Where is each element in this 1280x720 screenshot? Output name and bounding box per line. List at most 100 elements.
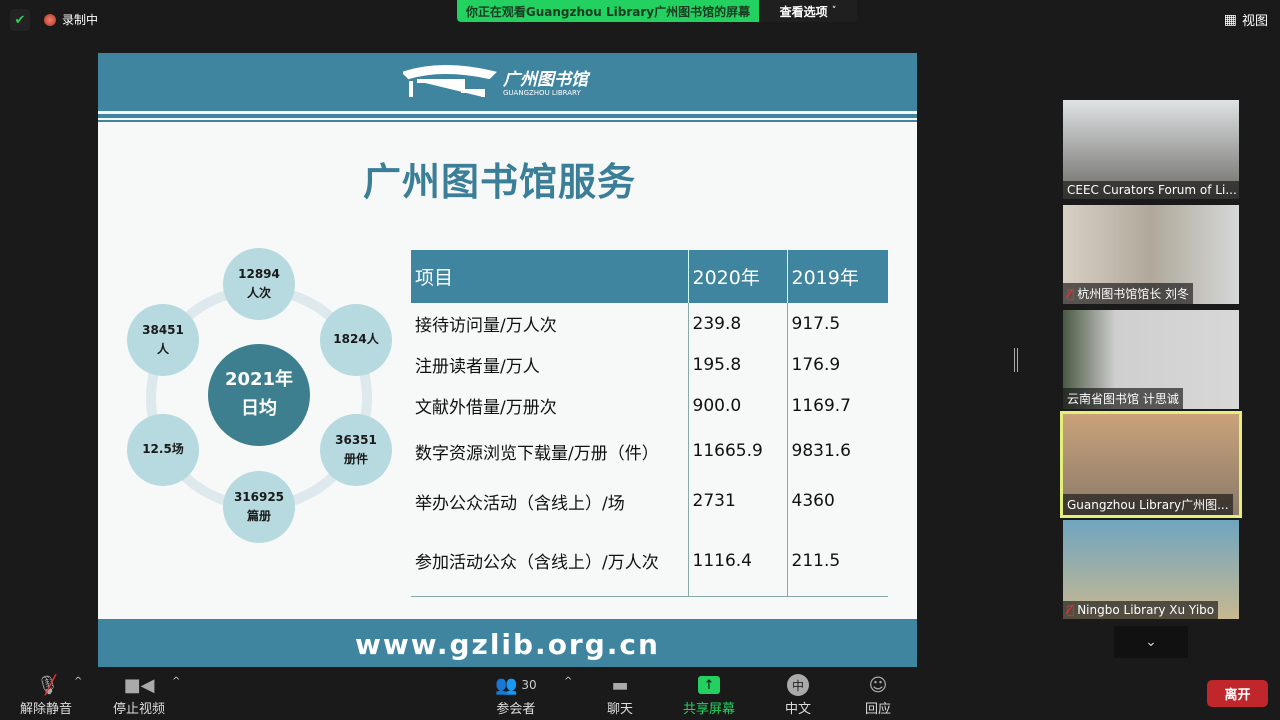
stat-value: 36351	[335, 432, 377, 447]
column-header: 项目	[411, 250, 689, 303]
participant-name: 杭州图书馆馆长 刘冬	[1077, 287, 1190, 301]
table-header-row: 项目 2020年 2019年	[411, 250, 888, 303]
stat-circle: 316925 篇册	[223, 471, 295, 543]
logo-text-en: GUANGZHOU LIBRARY	[503, 89, 581, 97]
stat-unit: 人	[156, 342, 169, 356]
view-options-button[interactable]: 查看选项 ˅	[759, 0, 857, 22]
chevron-down-icon: ˅	[831, 6, 837, 16]
participant-count: 30	[521, 678, 537, 692]
table-row: 参加活动公众（含线上）/万人次 1116.4 211.5	[411, 526, 888, 597]
participants-icon: 👥 30	[495, 674, 537, 696]
table-cell: 举办公众活动（含线上）/场	[411, 476, 689, 526]
slide-footer-url: www.gzlib.org.cn	[98, 619, 917, 667]
table-cell: 900.0	[688, 385, 788, 426]
table-cell: 注册读者量/万人	[411, 344, 689, 385]
record-icon	[44, 13, 56, 26]
table-cell: 4360	[791, 491, 835, 511]
mic-muted-icon: 🎙̸	[1067, 287, 1075, 301]
unmute-label: 解除静音	[20, 702, 73, 717]
column-header: 2020年	[688, 250, 788, 303]
participant-name: 云南省图书馆 计思诚	[1063, 388, 1183, 409]
grid-icon: ▦	[1223, 11, 1237, 28]
participants-options-caret[interactable]: ^	[564, 676, 573, 687]
table-cell: 9831.6	[791, 441, 851, 461]
reactions-button[interactable]: ☺ 回应	[865, 672, 892, 718]
participant-video-tile[interactable]: 🎙̸ 杭州图书馆馆长 刘冬	[1063, 205, 1239, 304]
column-header: 2019年	[787, 250, 888, 303]
recording-indicator[interactable]: 录制中	[44, 11, 98, 28]
stat-value: 1824人	[333, 332, 379, 347]
participant-video-tile[interactable]: 🎙̸ Ningbo Library Xu Yibo	[1063, 520, 1239, 619]
language-icon: 中	[787, 672, 809, 698]
view-options-label: 查看选项	[779, 4, 828, 19]
stop-video-button[interactable]: ■◀ 停止视频	[113, 672, 166, 718]
participant-name-label: 🎙̸ 杭州图书馆馆长 刘冬	[1063, 283, 1194, 304]
table-cell: 1169.7	[791, 395, 851, 416]
stat-circle: 1824人	[320, 304, 392, 376]
security-shield-icon[interactable]: ✔	[10, 9, 30, 31]
table-cell: 2731	[688, 476, 788, 526]
stat-circle: 12894 人次	[223, 248, 295, 320]
language-button[interactable]: 中中文	[785, 672, 811, 717]
participant-name: Ningbo Library Xu Yibo	[1077, 603, 1215, 617]
table-row: 接待访问量/万人次 239.8 917.5	[411, 303, 888, 344]
table-cell: 917.5	[791, 313, 841, 334]
leave-button[interactable]: 离开	[1207, 680, 1268, 707]
share-screen-button[interactable]: ↑ 共享屏幕	[683, 672, 735, 717]
table-cell: 211.5	[787, 526, 888, 597]
shared-screen-slide: 广州图书馆 GUANGZHOU LIBRARY 广州图书馆服务 2021年 日均 …	[98, 53, 917, 667]
participant-video-tile[interactable]: 云南省图书馆 计思诚	[1063, 310, 1239, 409]
stat-unit: 人次	[246, 286, 271, 300]
table-cell: 176.9	[791, 354, 841, 375]
panel-resize-handle[interactable]	[1014, 348, 1018, 372]
stat-value: 38451	[142, 322, 184, 337]
recording-label: 录制中	[62, 13, 99, 27]
viewing-banner: 你正在观看Guangzhou Library广州图书馆的屏幕	[457, 0, 759, 22]
stat-value: 12.5场	[142, 442, 184, 457]
divider	[98, 120, 917, 122]
view-button[interactable]: ▦ 视图	[1223, 10, 1268, 30]
stop-video-label: 停止视频	[113, 702, 166, 717]
mic-muted-icon: 🎙 ╱	[36, 674, 60, 696]
view-label: 视图	[1241, 14, 1268, 29]
services-table: 项目 2020年 2019年 接待访问量/万人次 239.8 917.5 注册读者量/…	[411, 250, 888, 597]
participant-name: Guangzhou Library广州图...	[1063, 494, 1233, 515]
slide-header	[98, 53, 917, 111]
chat-button[interactable]: ▬ 聊天	[607, 672, 634, 718]
stat-value: 12894	[238, 266, 280, 281]
table-cell: 文献外借量/万册次	[411, 385, 689, 426]
share-screen-label: 共享屏幕	[683, 702, 736, 717]
participants-label: 参会者	[496, 702, 536, 717]
stat-circle: 38451 人	[127, 304, 199, 376]
chevron-down-icon: ⌄	[1145, 634, 1157, 650]
participant-video-tile[interactable]: CEEC Curators Forum of Li...	[1063, 100, 1239, 199]
table-cell: 11665.9	[688, 426, 788, 476]
slide-title: 广州图书馆服务	[363, 160, 637, 204]
video-options-caret[interactable]: ^	[172, 676, 181, 687]
stat-circle: 12.5场	[127, 414, 199, 486]
table-cell: 接待访问量/万人次	[411, 303, 689, 344]
table-row: 注册读者量/万人 195.8 176.9	[411, 344, 888, 385]
table-cell: 参加活动公众（含线上）/万人次	[411, 526, 689, 597]
chat-label: 聊天	[607, 702, 634, 717]
center-year: 2021年	[224, 369, 294, 391]
divider	[98, 114, 917, 118]
scroll-down-button[interactable]: ⌄	[1114, 626, 1188, 658]
chat-bubble-icon: ▬	[611, 674, 629, 696]
audio-options-caret[interactable]: ^	[74, 676, 83, 687]
center-label: 日均	[241, 398, 277, 419]
table-row: 举办公众活动（含线上）/场 2731 4360	[411, 476, 888, 526]
participants-button[interactable]: 👥 30 参会者	[495, 672, 537, 718]
table-cell: 1116.4	[688, 526, 788, 597]
table-cell: 239.8	[688, 303, 788, 344]
language-label: 中文	[785, 702, 812, 717]
mic-muted-icon: 🎙̸	[1067, 603, 1075, 617]
stat-unit: 篇册	[246, 509, 271, 523]
share-screen-icon: ↑	[698, 672, 720, 698]
table-cell: 数字资源浏览下载量/万册（件）	[411, 426, 689, 476]
active-speaker-tile[interactable]: Guangzhou Library广州图...	[1060, 411, 1242, 518]
guangzhou-library-logo: 广州图书馆 GUANGZHOU LIBRARY	[401, 61, 603, 101]
reactions-label: 回应	[865, 702, 892, 717]
unmute-button[interactable]: 🎙 ╱ 解除静音	[20, 672, 73, 718]
participant-name: CEEC Curators Forum of Li...	[1063, 181, 1239, 199]
